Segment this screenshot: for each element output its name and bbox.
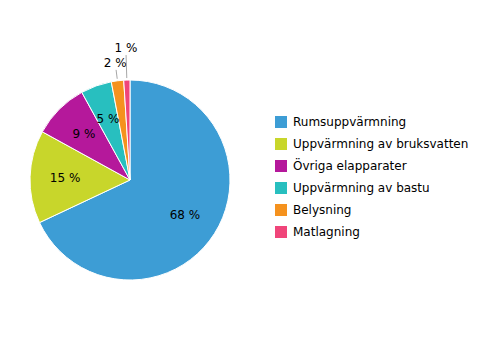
legend-swatch — [275, 160, 287, 172]
legend-item: Rumsuppvärmning — [275, 115, 406, 129]
legend-label: Rumsuppvärmning — [293, 115, 406, 129]
legend-item: Övriga elapparater — [275, 157, 407, 173]
legend-label: Belysning — [293, 203, 351, 217]
legend-item: Uppvärmning av bastu — [275, 181, 430, 195]
data-label: 15 % — [50, 171, 81, 185]
legend-swatch — [275, 116, 287, 128]
legend-swatch — [275, 226, 287, 238]
legend-swatch — [275, 138, 287, 150]
legend: Rumsuppvärmning Uppvärmning av bruksvatte… — [275, 115, 468, 239]
leader-line — [116, 70, 117, 79]
legend-swatch — [275, 182, 287, 194]
data-label: 9 % — [73, 127, 96, 141]
legend-label: Övriga elapparater — [293, 157, 407, 173]
legend-item: Uppvärmning av bruksvatten — [275, 137, 468, 151]
pie-slice — [124, 80, 130, 180]
leader-line — [126, 55, 128, 78]
legend-label: Matlagning — [293, 225, 360, 239]
data-labels: 68 % 15 % 9 %5 % 2 %1 % — [50, 41, 200, 222]
legend-label: Uppvärmning av bruksvatten — [293, 137, 468, 151]
legend-item: Belysning — [275, 203, 351, 217]
pie-slice — [40, 80, 230, 280]
legend-item: Matlagning — [275, 225, 360, 239]
legend-swatch — [275, 204, 287, 216]
data-label: 2 % — [104, 56, 127, 70]
data-label: 1 % — [114, 41, 137, 55]
pie — [30, 80, 230, 280]
chart: 68 % 15 % 9 %5 % 2 %1 % Rumsuppvärmning Uppvä… — [0, 0, 491, 349]
data-label: 68 % — [170, 208, 201, 222]
pie-slice — [111, 80, 130, 180]
legend-label: Uppvärmning av bastu — [293, 181, 430, 195]
data-label: 5 % — [97, 112, 120, 126]
